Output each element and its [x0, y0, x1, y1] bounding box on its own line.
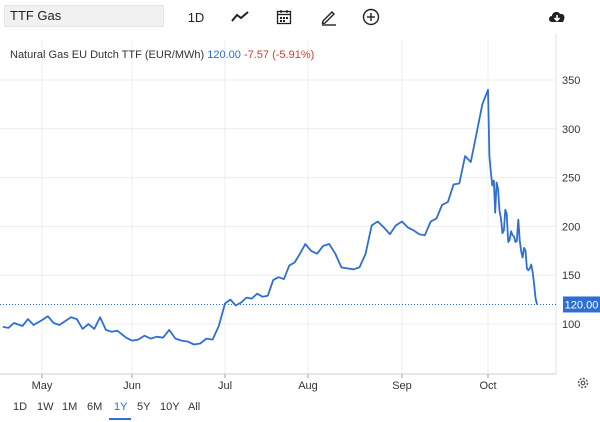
pencil-icon[interactable] — [318, 6, 340, 28]
x-tick-label: Aug — [298, 380, 318, 392]
range-10y[interactable]: 10Y — [160, 401, 180, 413]
last-price-tag — [563, 296, 600, 313]
x-tick-label: May — [32, 380, 53, 392]
x-tick-label: Sep — [392, 380, 412, 392]
calendar-icon[interactable] — [274, 6, 294, 28]
settings-gear-icon[interactable] — [577, 377, 589, 389]
last-price-tag-label: 120.00 — [565, 299, 599, 311]
toolbar: TTF Gas 1D — [0, 0, 600, 34]
y-tick-label: 200 — [562, 221, 580, 233]
range-1y[interactable]: 1Y — [114, 401, 128, 413]
series-name: Natural Gas EU Dutch TTF (EUR/MWh) — [10, 49, 205, 61]
last-price: 120.00 — [207, 49, 241, 61]
y-tick-label: 300 — [562, 124, 580, 136]
range-1w[interactable]: 1W — [37, 401, 54, 413]
range-selector: 1D 1W 1M 6M 1Y 5Y 10Y All — [0, 398, 600, 422]
interval-button[interactable]: 1D — [187, 9, 205, 25]
y-tick-label: 350 — [562, 75, 580, 87]
x-tick-label: Oct — [479, 380, 496, 392]
range-5y[interactable]: 5Y — [137, 401, 151, 413]
symbol-search-input[interactable]: TTF Gas — [4, 5, 164, 27]
price-series-line[interactable] — [2, 88, 538, 346]
price-change: -7.57 (-5.91%) — [243, 49, 315, 61]
range-1m[interactable]: 1M — [62, 401, 78, 413]
y-tick-label: 100 — [562, 319, 580, 331]
y-tick-label: 150 — [562, 270, 580, 282]
active-range-indicator — [109, 418, 131, 420]
series-legend: Natural Gas EU Dutch TTF (EUR/MWh) 120.0… — [10, 49, 314, 61]
price-chart[interactable]: 100 150 200 250 300 350 May Jun Jul Aug Sep Oct 120.… — [0, 34, 600, 398]
range-1d[interactable]: 1D — [13, 401, 28, 413]
line-chart-icon[interactable] — [228, 6, 252, 28]
x-tick-label: Jul — [218, 380, 232, 392]
plus-circle-icon[interactable] — [360, 6, 382, 28]
range-6m[interactable]: 6M — [87, 401, 103, 413]
x-tick-label: Jun — [123, 380, 141, 392]
y-tick-label: 250 — [562, 173, 580, 185]
range-all[interactable]: All — [188, 401, 201, 413]
download-cloud-icon[interactable] — [546, 6, 568, 28]
